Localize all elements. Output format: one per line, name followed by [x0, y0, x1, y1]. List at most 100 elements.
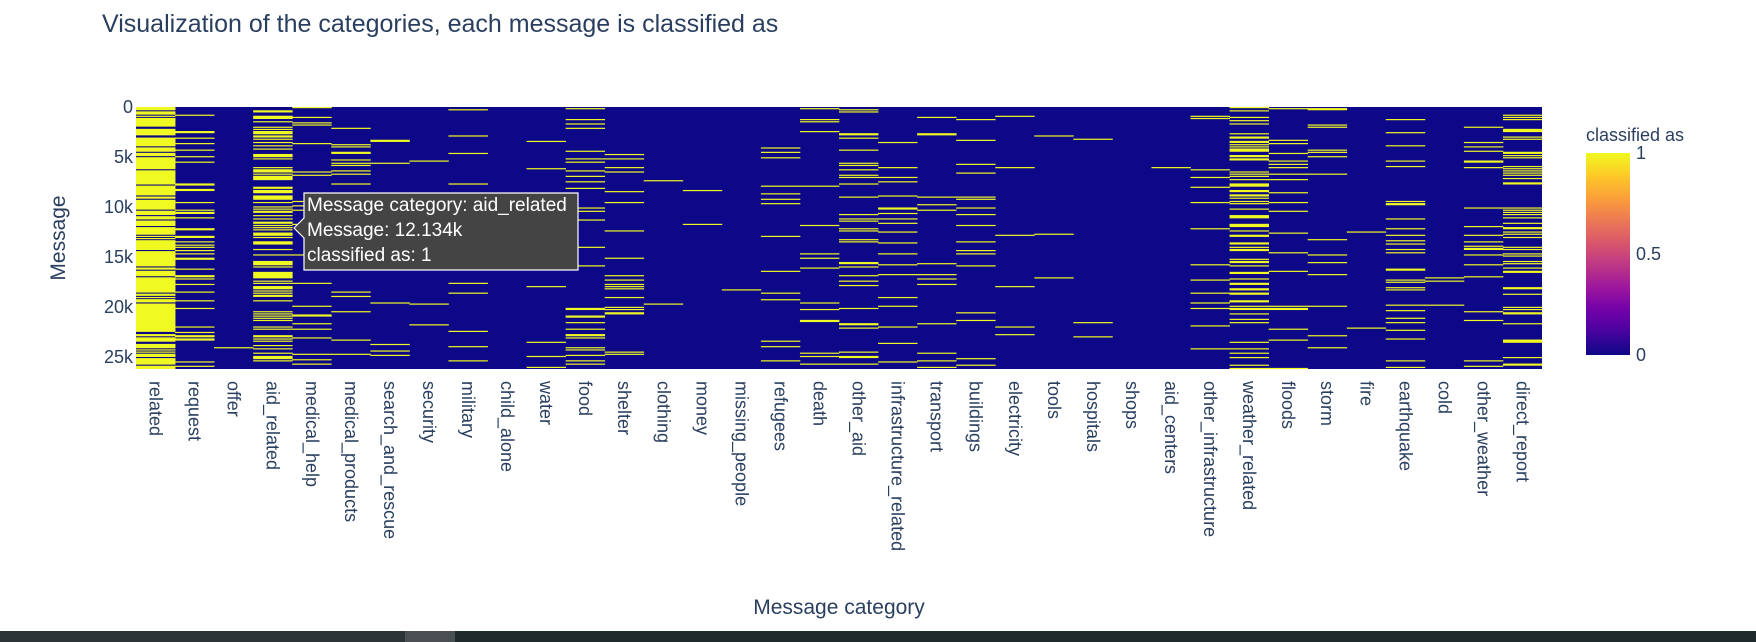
heatmap-cell [839, 109, 879, 111]
heatmap-column-missing_people [721, 289, 762, 291]
heatmap-cell [175, 188, 215, 192]
heatmap-cell [1502, 339, 1543, 343]
heatmap-cell [1502, 155, 1543, 157]
heatmap-cell [565, 307, 606, 311]
heatmap-cell [839, 307, 879, 310]
heatmap-cell [1385, 200, 1426, 203]
heatmap-cell [175, 275, 215, 278]
heatmap-cell [682, 189, 723, 192]
x-tick-label: military [458, 381, 478, 438]
heatmap-cell [1463, 146, 1504, 148]
x-tick-label: tools [1044, 381, 1064, 419]
heatmap-cell [253, 355, 293, 360]
heatmap-cell [1463, 225, 1504, 228]
heatmap-cell [1229, 282, 1270, 285]
heatmap-cell [839, 239, 879, 241]
heatmap-cell [839, 162, 879, 164]
heatmap-cell [1385, 252, 1426, 254]
heatmap-cell [253, 290, 293, 292]
heatmap-cell [331, 146, 371, 148]
heatmap-cell [839, 213, 879, 216]
heatmap-cell [1502, 182, 1543, 185]
heatmap-cell [1190, 228, 1230, 230]
heatmap-cell [565, 337, 606, 339]
heatmap-cell [253, 215, 293, 217]
heatmap-cell [995, 115, 1035, 117]
heatmap-cell [760, 147, 801, 149]
heatmap-cell [760, 346, 801, 348]
heatmap-cell [1346, 327, 1387, 329]
heatmap-cell [175, 143, 215, 145]
heatmap-cell [1268, 232, 1309, 234]
heatmap-cell [292, 353, 332, 355]
heatmap-cell [136, 107, 176, 111]
heatmap-cell [1463, 254, 1504, 256]
heatmap-cell [604, 167, 645, 169]
x-tick-label: buildings [966, 381, 986, 452]
heatmap-cell [1229, 107, 1270, 109]
heatmap-cell [565, 265, 606, 267]
x-tick-label: cold [1434, 381, 1454, 414]
heatmap-cell [136, 137, 176, 147]
heatmap-cell [1463, 167, 1504, 169]
heatmap-cell [1385, 289, 1426, 291]
heatmap-cell [175, 137, 215, 139]
heatmap-cell [1229, 352, 1270, 354]
heatmap-cell [1307, 156, 1348, 158]
heatmap-cell [1190, 169, 1230, 171]
heatmap-cell [526, 366, 567, 369]
heatmap-cell [331, 339, 371, 341]
heatmap-cell [1502, 209, 1543, 211]
heatmap-cell [1229, 260, 1270, 264]
heatmap-cell [565, 108, 606, 110]
heatmap-cell [1463, 150, 1504, 152]
y-axis-ticks: 0 5k 10k 15k 20k 25k [104, 97, 134, 367]
heatmap-cell [136, 115, 176, 117]
heatmap-cell [409, 324, 449, 326]
heatmap-cell [253, 248, 293, 251]
heatmap-cell [799, 363, 840, 365]
heatmap-cell [839, 174, 879, 176]
heatmap-cell [175, 228, 215, 231]
heatmap-cell [253, 241, 293, 245]
heatmap-cell [1502, 255, 1543, 257]
heatmap-cell [1463, 207, 1504, 209]
heatmap-cell [1385, 160, 1426, 162]
heatmap-cell [253, 328, 293, 330]
heatmap-cell [1229, 136, 1270, 139]
x-tick-label: missing_people [730, 381, 751, 506]
heatmap-cell [1502, 157, 1543, 159]
heatmap-cell [799, 131, 840, 133]
heatmap-cell [175, 338, 215, 341]
heatmap-cell [565, 360, 606, 362]
heatmap-cell [565, 349, 606, 351]
heatmap-cell [799, 119, 840, 121]
heatmap-cell [1502, 165, 1543, 168]
heatmap-cell [1229, 246, 1270, 248]
heatmap-cell [253, 352, 293, 354]
heatmap-cell [956, 319, 996, 322]
heatmap-cell [1463, 234, 1504, 236]
heatmap-column-other_weather [1463, 126, 1504, 367]
heatmap-cell [136, 353, 176, 357]
heatmap-cell [1307, 347, 1348, 349]
heatmap-cell [604, 230, 645, 232]
heatmap-cell [565, 354, 606, 357]
heatmap-column-direct_report [1502, 114, 1543, 366]
heatmap-cell [253, 232, 293, 236]
heatmap-cell [136, 117, 176, 127]
heatmap-cell [1385, 310, 1426, 312]
heatmap-cell [1229, 110, 1270, 112]
heatmap-cell [799, 257, 840, 259]
heatmap-cell [1073, 322, 1113, 324]
y-axis-title: Message [47, 195, 70, 280]
heatmap-cell [760, 292, 801, 294]
heatmap-cell [253, 167, 293, 169]
heatmap-cell [565, 246, 606, 248]
heatmap-cell [1229, 116, 1270, 119]
heatmap-cell [839, 363, 879, 365]
heatmap-cell [839, 230, 879, 232]
heatmap-cell [136, 251, 176, 267]
heatmap-cell [253, 208, 293, 210]
heatmap-cell [253, 311, 293, 313]
